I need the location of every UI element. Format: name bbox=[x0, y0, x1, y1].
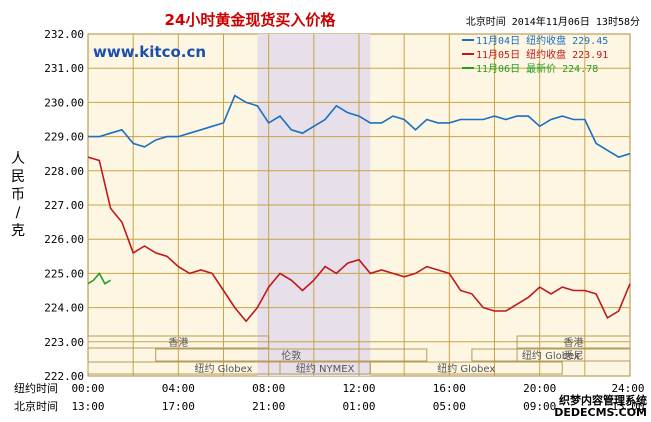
grid bbox=[88, 34, 630, 376]
y-tick-label: 223.00 bbox=[44, 336, 84, 349]
market-lane bbox=[516, 348, 631, 362]
x-tick-bj: 13:00 bbox=[611, 400, 644, 413]
series-line-1 bbox=[87, 156, 631, 323]
y-tick-label: 222.00 bbox=[44, 370, 84, 383]
market-lane bbox=[87, 361, 360, 375]
x-tick-bj: 13:00 bbox=[71, 400, 104, 413]
x-tick-ny: 20:00 bbox=[523, 382, 556, 395]
legend-entry: 11月04日 纽约收盘 229.45 bbox=[476, 34, 608, 47]
x-tick-ny: 24:00 bbox=[611, 382, 644, 395]
series-line-2 bbox=[87, 271, 112, 285]
x-tick-ny: 16:00 bbox=[433, 382, 466, 395]
price-series bbox=[87, 94, 631, 323]
y-label-char: 人 bbox=[11, 151, 25, 167]
market-label: 纽约 NYMEX bbox=[296, 362, 355, 375]
timestamp: 北京时间 2014年11月06日 13时58分 bbox=[466, 15, 640, 28]
y-tick-label: 229.00 bbox=[44, 131, 84, 144]
market-label: 纽约 Globex bbox=[194, 362, 252, 375]
legend-entry: 11月06日 最新价 224.78 bbox=[476, 62, 598, 75]
row-label-ny: 纽约时间 bbox=[14, 381, 58, 395]
chart-title: 24小时黄金现货买入价格 bbox=[165, 11, 337, 29]
x-tick-bj: 01:00 bbox=[342, 400, 375, 413]
row-label-bj: 北京时间 bbox=[14, 399, 58, 413]
site-url: www.kitco.cn bbox=[93, 43, 206, 61]
x-tick-ny: 00:00 bbox=[71, 382, 104, 395]
y-tick-label: 232.00 bbox=[44, 28, 84, 41]
market-label: 纽约 Globex bbox=[522, 349, 580, 362]
market-lane bbox=[369, 361, 563, 375]
y-tick-label: 230.00 bbox=[44, 96, 84, 109]
y-tick-label: 224.00 bbox=[44, 302, 84, 315]
y-axis-label: 人民币 / 克 bbox=[11, 151, 25, 239]
market-label: 香港 bbox=[168, 337, 188, 349]
watermark: 织梦内容管理系统 DEDECMS.COM bbox=[554, 394, 647, 419]
market-label: 香港 bbox=[564, 337, 584, 349]
market-lane bbox=[516, 335, 631, 349]
y-axis: 232.00 231.00 230.00 229.00 228.00 227.00 226.… bbox=[44, 28, 84, 383]
y-label-char: 克 bbox=[11, 223, 25, 239]
x-tick-bj: 05:00 bbox=[433, 400, 466, 413]
y-label-char: / bbox=[16, 205, 21, 221]
y-tick-label: 231.00 bbox=[44, 62, 84, 75]
market-lane bbox=[155, 348, 428, 362]
series-line-0 bbox=[88, 94, 631, 158]
x-tick-ny: 04:00 bbox=[162, 382, 195, 395]
x-tick-bj: 17:00 bbox=[162, 400, 195, 413]
market-label: 纽约 Globex bbox=[437, 362, 495, 375]
x-tick-ny: 08:00 bbox=[252, 382, 285, 395]
market-label: 悉尼 bbox=[564, 350, 584, 362]
x-tick-bj: 09:00 bbox=[523, 400, 556, 413]
market-label: 伦敦 bbox=[281, 349, 301, 362]
y-tick-label: 225.00 bbox=[44, 267, 84, 280]
legend-entry: 11月05日 纽约收盘 223.91 bbox=[476, 48, 608, 61]
x-tick-bj: 21:00 bbox=[252, 400, 285, 413]
x-tick-ny: 12:00 bbox=[342, 382, 375, 395]
y-tick-label: 226.00 bbox=[44, 233, 84, 246]
y-tick-label: 228.00 bbox=[44, 165, 84, 178]
y-label-char: 币 bbox=[11, 187, 25, 203]
y-label-char: 民 bbox=[11, 169, 25, 185]
market-lane bbox=[87, 335, 270, 349]
y-tick-label: 227.00 bbox=[44, 199, 84, 212]
